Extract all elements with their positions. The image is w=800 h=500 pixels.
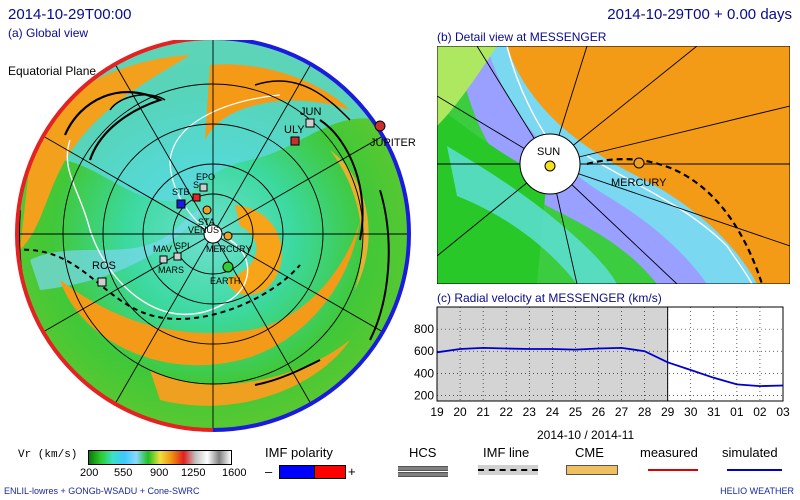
venus-label: VENUS bbox=[188, 225, 219, 235]
vr-tick-1600: 1600 bbox=[222, 467, 247, 479]
y-tick-label: 600 bbox=[414, 344, 434, 358]
mav-label: MAV bbox=[153, 244, 172, 254]
measured-label: measured bbox=[640, 445, 698, 460]
venus-marker bbox=[202, 205, 212, 215]
sun-label: SUN bbox=[537, 146, 560, 158]
uly-label: ULY bbox=[284, 124, 305, 136]
brand-footer: HELIO WEATHER bbox=[720, 486, 794, 496]
mav-marker bbox=[159, 255, 168, 264]
vr-tick-1250: 1250 bbox=[181, 467, 206, 479]
vr-colorbar bbox=[88, 450, 232, 465]
ros-marker bbox=[97, 277, 107, 287]
ros-label: ROS bbox=[92, 260, 116, 272]
jupiter-marker bbox=[374, 120, 386, 132]
mercury-marker bbox=[223, 231, 233, 241]
detail-mercury-marker bbox=[633, 157, 645, 169]
polarity-minus: – bbox=[265, 464, 273, 479]
polarity-plus: + bbox=[348, 464, 356, 479]
hcs-swatch bbox=[398, 466, 448, 471]
model-footer: ENLIL-lowres + GONGb-WSADU + Cone-SWRC bbox=[4, 486, 200, 496]
x-tick-label: 30 bbox=[684, 405, 698, 419]
mars-label: MARS bbox=[158, 265, 184, 275]
x-tick-label: 23 bbox=[523, 405, 537, 419]
sun-marker bbox=[544, 160, 556, 172]
earth-marker bbox=[222, 261, 234, 273]
x-tick-label: 27 bbox=[615, 405, 629, 419]
global-view-title: (a) Global view bbox=[8, 26, 89, 40]
jun-marker bbox=[305, 118, 315, 128]
detail-view-map: SUN MERCURY bbox=[437, 46, 790, 284]
header-left-time: 2014-10-29T00:00 bbox=[8, 6, 132, 23]
cme-label: CME bbox=[575, 445, 604, 460]
spi-label: SPI bbox=[175, 241, 190, 251]
y-tick-label: 200 bbox=[414, 388, 434, 402]
radial-velocity-date-label: 2014-10 / 2014-11 bbox=[537, 428, 635, 442]
x-tick-label: 03 bbox=[776, 405, 790, 419]
x-tick-label: 20 bbox=[453, 405, 467, 419]
mercury-label: MERCURY bbox=[206, 244, 251, 254]
x-tick-label: 02 bbox=[753, 405, 767, 419]
earth-label: EARTH bbox=[210, 276, 240, 286]
imf-line-label: IMF line bbox=[483, 445, 530, 460]
vr-label: Vr (km/s) bbox=[18, 449, 78, 461]
x-tick-label: 25 bbox=[569, 405, 583, 419]
spi-marker bbox=[173, 252, 182, 261]
simulated-swatch bbox=[727, 469, 782, 471]
past-period-shading bbox=[437, 307, 668, 401]
vr-tick-550: 550 bbox=[114, 467, 133, 479]
jupiter-label: JUPITER bbox=[370, 137, 416, 149]
detail-mercury-label: MERCURY bbox=[611, 177, 667, 189]
cme-swatch bbox=[566, 465, 618, 475]
imf-line-swatch bbox=[478, 469, 538, 471]
x-tick-label: 24 bbox=[546, 405, 560, 419]
x-tick-label: 22 bbox=[500, 405, 514, 419]
y-tick-label: 400 bbox=[414, 366, 434, 380]
vr-tick-900: 900 bbox=[150, 467, 169, 479]
plane-label: Equatorial Plane bbox=[8, 64, 96, 78]
negative-polarity-swatch bbox=[279, 465, 315, 479]
x-tick-label: 01 bbox=[730, 405, 744, 419]
x-tick-label: 26 bbox=[592, 405, 606, 419]
hcs-swatch-2 bbox=[398, 472, 448, 477]
uly-marker bbox=[290, 136, 300, 146]
radial-velocity-chart: 200 400 600 800 19 20 21 22 23 24 25 26 27 28 29 30 31 0… bbox=[414, 306, 790, 419]
vr-tick-200: 200 bbox=[80, 467, 99, 479]
y-tick-label: 800 bbox=[414, 322, 434, 336]
jun-label: JUN bbox=[300, 106, 321, 118]
sta-label: STA bbox=[198, 217, 215, 227]
radial-velocity-title: (c) Radial velocity at MESSENGER (km/s) bbox=[437, 291, 662, 305]
epo-label: EPO bbox=[196, 172, 215, 182]
s-label: S bbox=[193, 180, 199, 190]
chart-frame bbox=[436, 306, 784, 402]
x-tick-label: 19 bbox=[430, 405, 444, 419]
imf-polarity-label: IMF polarity bbox=[265, 445, 333, 460]
detail-view-title: (b) Detail view at MESSENGER bbox=[437, 30, 607, 44]
x-tick-label: 21 bbox=[476, 405, 490, 419]
stb-marker bbox=[176, 199, 186, 209]
epo-marker bbox=[199, 183, 208, 192]
stb-label: STB bbox=[172, 187, 190, 197]
sta-marker bbox=[192, 193, 201, 202]
simulated-series-line bbox=[436, 346, 784, 388]
header-right-time: 2014-10-29T00 + 0.00 days bbox=[607, 6, 792, 23]
x-tick-label: 29 bbox=[661, 405, 675, 419]
hcs-label: HCS bbox=[409, 445, 437, 460]
measured-swatch bbox=[648, 469, 698, 471]
positive-polarity-swatch bbox=[314, 465, 346, 479]
x-tick-label: 28 bbox=[638, 405, 652, 419]
global-view-map: Equatorial Plane JUN ULY JUPITER EPO S S… bbox=[8, 40, 416, 432]
x-tick-label: 31 bbox=[707, 405, 721, 419]
simulated-label: simulated bbox=[722, 445, 778, 460]
